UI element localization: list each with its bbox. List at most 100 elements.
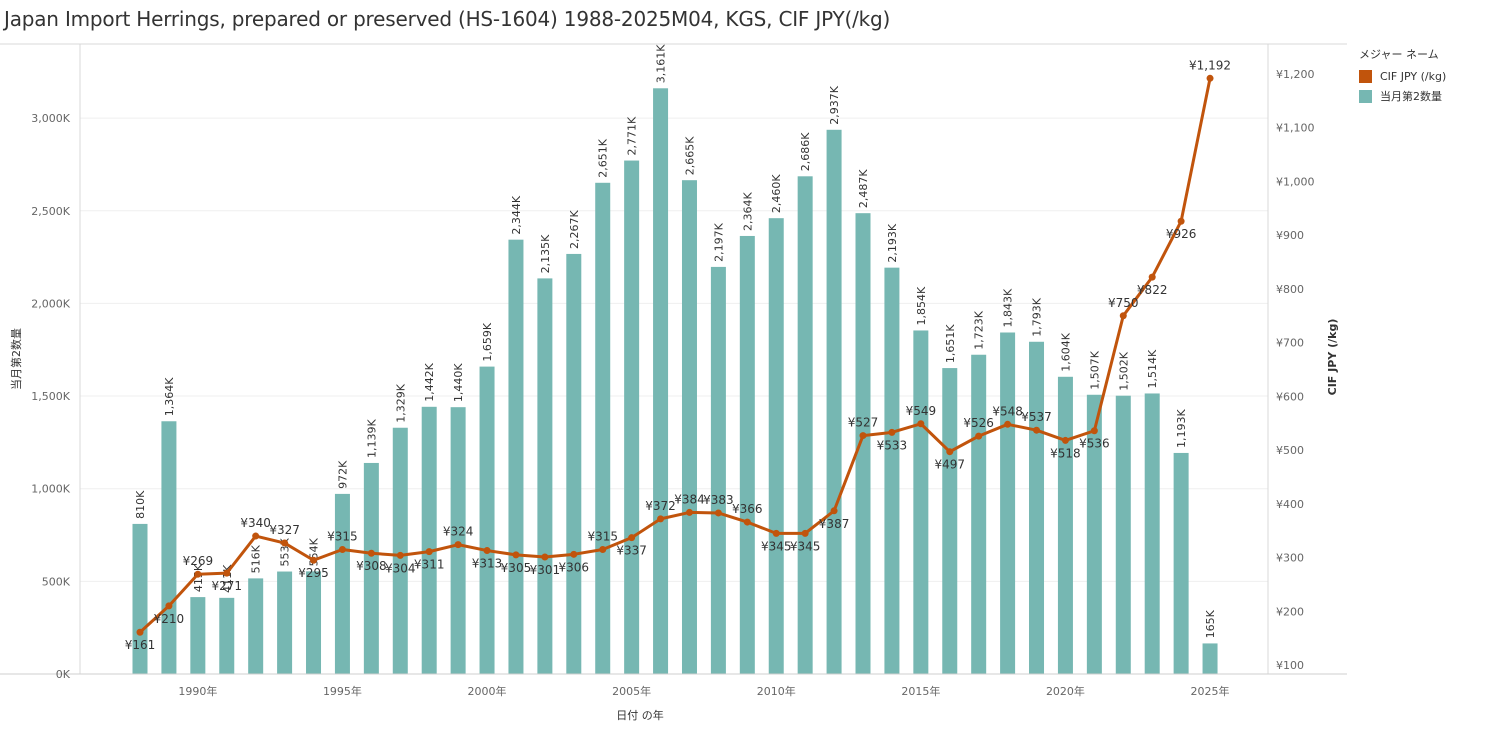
price-label: ¥384 [674, 492, 705, 506]
right-tick-label: ¥900 [1276, 229, 1304, 242]
bar [739, 235, 755, 674]
price-point [714, 509, 722, 517]
bar [942, 368, 958, 674]
price-point [1206, 74, 1214, 82]
price-label: ¥537 [1021, 410, 1052, 424]
price-label: ¥383 [703, 493, 734, 507]
price-label: ¥161 [125, 638, 156, 652]
bar-label: 2,651K [597, 138, 610, 177]
price-label: ¥926 [1166, 227, 1197, 241]
legend-swatch-quantity [1359, 89, 1372, 103]
bar-label: 2,937K [828, 85, 841, 124]
price-label: ¥301 [530, 563, 561, 577]
right-tick-label: ¥500 [1276, 444, 1304, 457]
left-tick-label: 3,000K [31, 112, 70, 125]
right-tick-label: ¥100 [1276, 659, 1304, 672]
price-point [512, 551, 520, 559]
right-tick-label: ¥1,000 [1276, 175, 1315, 188]
price-label: ¥533 [877, 438, 908, 452]
price-label: ¥306 [559, 560, 590, 574]
bar [248, 578, 264, 674]
price-point [830, 507, 838, 515]
bar [132, 523, 148, 674]
price-label: ¥315 [587, 529, 618, 543]
bar-label: 165K [1204, 609, 1217, 638]
price-line [138, 78, 1212, 634]
bar-label: 2,771K [626, 116, 639, 155]
bar [681, 180, 697, 675]
price-point [338, 545, 346, 553]
right-axis-title: CIF JPY (/kg) [1326, 319, 1339, 396]
price-label: ¥536 [1079, 437, 1110, 451]
right-tick-label: ¥800 [1276, 283, 1304, 296]
price-point [801, 529, 809, 537]
price-point [1148, 273, 1156, 281]
bar [884, 267, 900, 674]
bar-label: 1,514K [1146, 349, 1159, 388]
legend-title: メジャー ネーム [1359, 48, 1439, 61]
price-point [743, 518, 751, 526]
legend-item-quantity[interactable]: 当月第2数量 [1359, 86, 1446, 106]
axes: 0K 500K 1,000K 1,500K 2,000K 2,500K 3,000K ¥100… [0, 43, 1347, 722]
price-label: ¥315 [327, 529, 358, 543]
legend-item-price[interactable]: CIF JPY (/kg) [1359, 66, 1446, 86]
price-point [570, 550, 578, 558]
bar [595, 182, 611, 675]
right-tick-label: ¥600 [1276, 390, 1304, 403]
bar [971, 354, 987, 674]
price-point [136, 628, 144, 636]
price-point [888, 428, 896, 436]
price-label: ¥210 [154, 612, 185, 626]
price-label: ¥305 [501, 561, 532, 575]
price-label: ¥750 [1108, 296, 1139, 310]
bar [450, 407, 466, 674]
bar [479, 366, 495, 674]
bar-label: 972K [336, 460, 349, 489]
bar-label: 810K [134, 490, 147, 519]
left-tick-label: 1,500K [31, 390, 70, 403]
bar-label: 1,193K [1175, 408, 1188, 447]
bar [1000, 332, 1016, 674]
price-point [1061, 436, 1069, 444]
price-point [917, 420, 925, 428]
bar [826, 129, 842, 674]
price-point [1033, 426, 1041, 434]
bar [710, 266, 726, 674]
bar [392, 427, 408, 674]
bar [566, 253, 582, 674]
price-point [194, 570, 202, 578]
price-label: ¥304 [385, 561, 416, 575]
bar [334, 493, 350, 674]
bar [1202, 643, 1218, 674]
legend[interactable]: メジャー ネーム CIF JPY (/kg) 当月第2数量 [1359, 46, 1446, 106]
bar-label: 1,843K [1002, 288, 1015, 327]
price-point [1004, 420, 1012, 428]
bar [219, 597, 235, 674]
price-point [541, 553, 549, 561]
bar [277, 571, 293, 674]
left-tick-label: 1,000K [31, 483, 70, 496]
bar [797, 176, 813, 675]
bar-label: 1,854K [915, 286, 928, 325]
bars-series [132, 88, 1218, 675]
price-point [946, 448, 954, 456]
x-axis-title: 日付 の年 [616, 708, 664, 722]
price-point [1119, 312, 1127, 320]
right-tick-label: ¥300 [1276, 552, 1304, 565]
price-label: ¥324 [443, 525, 474, 539]
bar-label: 2,487K [857, 169, 870, 208]
x-tick-label: 2015年 [901, 684, 940, 698]
bar-label: 516K [250, 544, 263, 573]
bar-label: 1,659K [481, 322, 494, 361]
price-label: ¥366 [732, 502, 763, 516]
price-point [859, 432, 867, 440]
legend-label-quantity: 当月第2数量 [1380, 90, 1442, 103]
price-label: ¥549 [906, 404, 937, 418]
right-tick-label: ¥400 [1276, 498, 1304, 511]
legend-swatch-price [1359, 69, 1372, 83]
price-point [396, 551, 404, 559]
bar [508, 239, 524, 674]
price-label: ¥518 [1050, 446, 1081, 460]
bar [1115, 395, 1131, 674]
price-point [454, 541, 462, 549]
